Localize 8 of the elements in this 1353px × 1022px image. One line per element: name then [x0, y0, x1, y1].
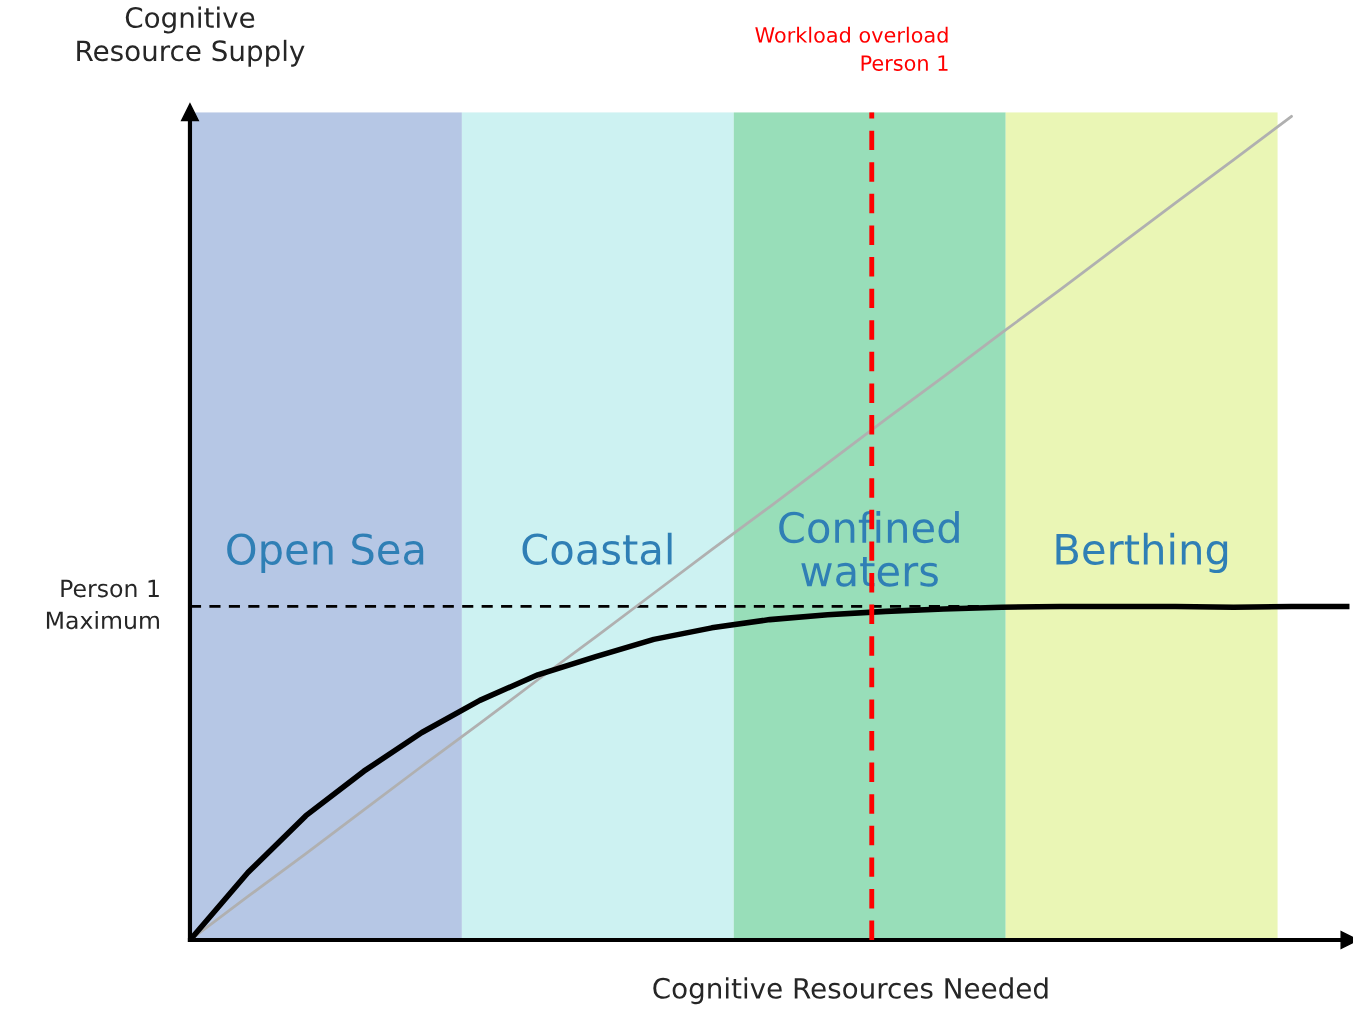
annotation: Coastal	[522, 532, 672, 565]
annotation: Confined waters	[779, 510, 959, 587]
annotation: Open Sea	[227, 533, 424, 574]
annotation: Berthing	[1056, 532, 1228, 574]
y-axis-title: Cognitive Resource Supply	[77, 6, 305, 67]
ref-line-label: Person 1 Maximum	[46, 579, 159, 630]
text: Workload overload Person 1	[755, 26, 948, 71]
x-axis-title: Cognitive Resources Needed	[653, 977, 1048, 1005]
